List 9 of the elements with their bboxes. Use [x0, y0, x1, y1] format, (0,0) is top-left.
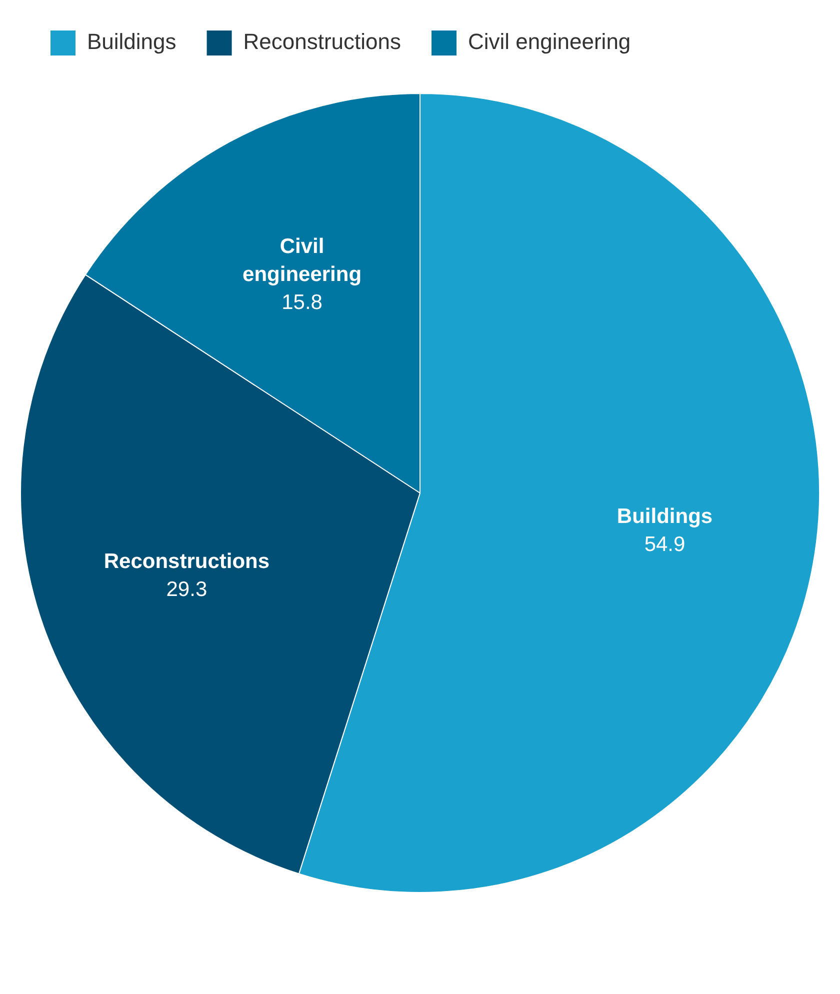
- data-label: 15.8: [282, 291, 322, 314]
- legend-label: Civil engineering: [468, 29, 631, 54]
- data-label: 54.9: [644, 532, 686, 556]
- legend-label: Reconstructions: [243, 29, 402, 54]
- legend-label: Buildings: [87, 29, 176, 54]
- slice-label: Reconstructions: [104, 550, 270, 573]
- slice-label: Civil engineering: [242, 235, 362, 286]
- data-label: 29.3: [166, 578, 208, 601]
- slice-label: Buildings: [616, 504, 713, 528]
